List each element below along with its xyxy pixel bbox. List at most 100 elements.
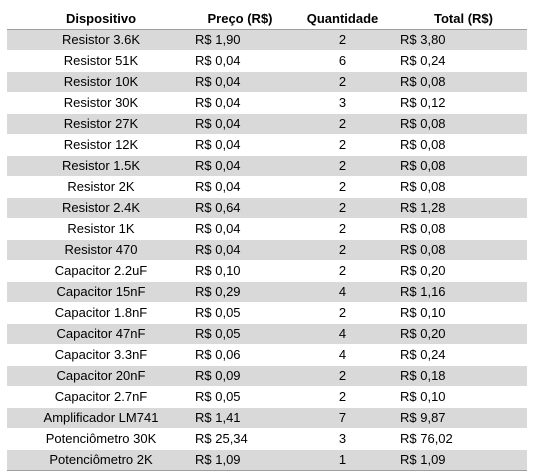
table-row: Capacitor 15nF R$ 0,29 4 R$ 1,16 bbox=[7, 281, 527, 303]
quantity-cell: 7 bbox=[285, 407, 400, 429]
quantity-cell: 2 bbox=[285, 239, 400, 261]
total-cell: R$ 0,20 bbox=[400, 260, 527, 282]
total-cell: R$ 3,80 bbox=[400, 29, 527, 51]
quantity-cell: 2 bbox=[285, 113, 400, 135]
device-cell: Capacitor 1.8nF bbox=[7, 302, 195, 324]
table-footer: Total (R$) R$ 95,16 bbox=[7, 470, 527, 475]
footer-row: Total (R$) R$ 95,16 bbox=[7, 470, 527, 475]
total-cell: R$ 0,08 bbox=[400, 239, 527, 261]
quantity-cell: 2 bbox=[285, 365, 400, 387]
quantity-cell: 2 bbox=[285, 218, 400, 240]
quantity-cell: 2 bbox=[285, 386, 400, 408]
total-cell: R$ 0,08 bbox=[400, 176, 527, 198]
table-row: Resistor 1K R$ 0,04 2 R$ 0,08 bbox=[7, 218, 527, 240]
total-cell: R$ 0,24 bbox=[400, 344, 527, 366]
quantity-cell: 2 bbox=[285, 197, 400, 219]
price-cell: R$ 0,64 bbox=[195, 197, 285, 219]
total-cell: R$ 0,08 bbox=[400, 218, 527, 240]
header-price: Preço (R$) bbox=[195, 9, 285, 30]
price-cell: R$ 0,05 bbox=[195, 323, 285, 345]
quantity-cell: 2 bbox=[285, 155, 400, 177]
total-cell: R$ 0,10 bbox=[400, 302, 527, 324]
quantity-cell: 2 bbox=[285, 302, 400, 324]
footer-empty-device bbox=[7, 470, 195, 475]
device-cell: Capacitor 15nF bbox=[7, 281, 195, 303]
quantity-cell: 3 bbox=[285, 92, 400, 114]
device-cell: Capacitor 20nF bbox=[7, 365, 195, 387]
device-cell: Resistor 10K bbox=[7, 71, 195, 93]
device-cell: Resistor 12K bbox=[7, 134, 195, 156]
price-cell: R$ 0,06 bbox=[195, 344, 285, 366]
device-cell: Potenciômetro 30K bbox=[7, 428, 195, 450]
table-row: Resistor 1.5K R$ 0,04 2 R$ 0,08 bbox=[7, 155, 527, 177]
device-cell: Capacitor 3.3nF bbox=[7, 344, 195, 366]
total-cell: R$ 0,08 bbox=[400, 134, 527, 156]
quantity-cell: 3 bbox=[285, 428, 400, 450]
price-cell: R$ 0,04 bbox=[195, 155, 285, 177]
table-row: Capacitor 2.7nF R$ 0,05 2 R$ 0,10 bbox=[7, 386, 527, 408]
device-cell: Capacitor 47nF bbox=[7, 323, 195, 345]
price-cell: R$ 0,04 bbox=[195, 218, 285, 240]
device-cell: Amplificador LM741 bbox=[7, 407, 195, 429]
table-row: Capacitor 47nF R$ 0,05 4 R$ 0,20 bbox=[7, 323, 527, 345]
table-row: Amplificador LM741 R$ 1,41 7 R$ 9,87 bbox=[7, 407, 527, 429]
total-cell: R$ 0,20 bbox=[400, 323, 527, 345]
table-row: Capacitor 1.8nF R$ 0,05 2 R$ 0,10 bbox=[7, 302, 527, 324]
quantity-cell: 6 bbox=[285, 50, 400, 72]
price-cell: R$ 0,05 bbox=[195, 302, 285, 324]
total-cell: R$ 1,28 bbox=[400, 197, 527, 219]
device-cell: Resistor 27K bbox=[7, 113, 195, 135]
footer-empty-price bbox=[195, 470, 285, 475]
table-row: Resistor 27K R$ 0,04 2 R$ 0,08 bbox=[7, 113, 527, 135]
table-row: Potenciômetro 2K R$ 1,09 1 R$ 1,09 bbox=[7, 449, 527, 471]
header-total: Total (R$) bbox=[400, 9, 527, 30]
price-cell: R$ 1,41 bbox=[195, 407, 285, 429]
total-cell: R$ 0,12 bbox=[400, 92, 527, 114]
component-cost-table: Dispositivo Preço (R$) Quantidade Total … bbox=[7, 9, 527, 475]
quantity-cell: 4 bbox=[285, 281, 400, 303]
total-cell: R$ 0,18 bbox=[400, 365, 527, 387]
device-cell: Resistor 2K bbox=[7, 176, 195, 198]
price-cell: R$ 0,05 bbox=[195, 386, 285, 408]
price-cell: R$ 0,29 bbox=[195, 281, 285, 303]
total-cell: R$ 1,09 bbox=[400, 449, 527, 471]
price-cell: R$ 0,09 bbox=[195, 365, 285, 387]
total-cell: R$ 0,08 bbox=[400, 113, 527, 135]
device-cell: Capacitor 2.7nF bbox=[7, 386, 195, 408]
device-cell: Resistor 2.4K bbox=[7, 197, 195, 219]
table-body: Resistor 3.6K R$ 1,90 2 R$ 3,80 Resistor 51K… bbox=[7, 29, 527, 471]
price-cell: R$ 0,04 bbox=[195, 239, 285, 261]
device-cell: Resistor 470 bbox=[7, 239, 195, 261]
table-header: Dispositivo Preço (R$) Quantidade Total … bbox=[7, 9, 527, 30]
price-cell: R$ 25,34 bbox=[195, 428, 285, 450]
price-cell: R$ 1,90 bbox=[195, 29, 285, 51]
device-cell: Capacitor 2.2uF bbox=[7, 260, 195, 282]
footer-total-label: Total (R$) bbox=[285, 470, 400, 475]
price-cell: R$ 0,04 bbox=[195, 50, 285, 72]
header-row: Dispositivo Preço (R$) Quantidade Total … bbox=[7, 9, 527, 30]
total-cell: R$ 1,16 bbox=[400, 281, 527, 303]
device-cell: Resistor 30K bbox=[7, 92, 195, 114]
quantity-cell: 4 bbox=[285, 323, 400, 345]
header-device: Dispositivo bbox=[7, 9, 195, 30]
quantity-cell: 2 bbox=[285, 71, 400, 93]
footer-total-value: R$ 95,16 bbox=[400, 470, 527, 475]
device-cell: Resistor 1K bbox=[7, 218, 195, 240]
table-row: Resistor 2.4K R$ 0,64 2 R$ 1,28 bbox=[7, 197, 527, 219]
quantity-cell: 2 bbox=[285, 260, 400, 282]
header-quantity: Quantidade bbox=[285, 9, 400, 30]
quantity-cell: 2 bbox=[285, 29, 400, 51]
quantity-cell: 2 bbox=[285, 176, 400, 198]
price-cell: R$ 0,04 bbox=[195, 176, 285, 198]
device-cell: Resistor 1.5K bbox=[7, 155, 195, 177]
table-row: Resistor 3.6K R$ 1,90 2 R$ 3,80 bbox=[7, 29, 527, 51]
table-row: Resistor 12K R$ 0,04 2 R$ 0,08 bbox=[7, 134, 527, 156]
table-row: Capacitor 2.2uF R$ 0,10 2 R$ 0,20 bbox=[7, 260, 527, 282]
table-row: Resistor 51K R$ 0,04 6 R$ 0,24 bbox=[7, 50, 527, 72]
total-cell: R$ 0,10 bbox=[400, 386, 527, 408]
total-cell: R$ 9,87 bbox=[400, 407, 527, 429]
total-cell: R$ 0,24 bbox=[400, 50, 527, 72]
table-row: Capacitor 20nF R$ 0,09 2 R$ 0,18 bbox=[7, 365, 527, 387]
device-cell: Resistor 51K bbox=[7, 50, 195, 72]
